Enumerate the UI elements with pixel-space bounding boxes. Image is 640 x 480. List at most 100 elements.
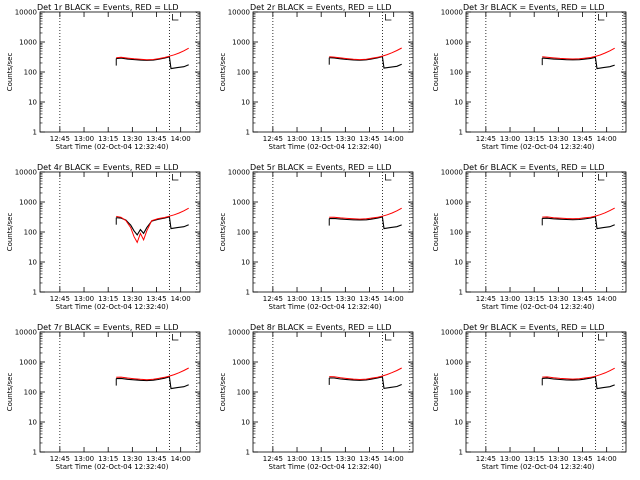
panel-title: Det 6r BLACK = Events, RED = LLD bbox=[463, 163, 605, 172]
x-tick-label: 13:15 bbox=[311, 295, 331, 303]
interval-bracket bbox=[171, 14, 179, 21]
y-tick-label: 1 bbox=[33, 449, 37, 457]
x-tick-label: 12:45 bbox=[476, 295, 496, 303]
x-tick-label: 13:15 bbox=[311, 455, 331, 463]
panel-2: Det 2r BLACK = Events, RED = LLD 1 10 100 10… bbox=[219, 3, 414, 151]
x-tick-label: 13:30 bbox=[122, 455, 142, 463]
panel-5: Det 5r BLACK = Events, RED = LLD 1 10 100 10… bbox=[219, 163, 414, 311]
x-tick-label: 13:15 bbox=[98, 135, 118, 143]
x-tick-label: 14:00 bbox=[171, 455, 191, 463]
plot-frame bbox=[465, 331, 627, 453]
x-axis-label: Start Time (02-Oct-04 12:32:40) bbox=[482, 143, 595, 151]
panel-8: Det 8r BLACK = Events, RED = LLD 1 10 100 10… bbox=[219, 323, 414, 471]
y-axis-label: Counts/sec bbox=[219, 213, 227, 252]
x-axis-label: Start Time (02-Oct-04 12:32:40) bbox=[269, 463, 382, 471]
interval-bracket bbox=[171, 334, 179, 341]
x-tick-label: 13:00 bbox=[74, 295, 94, 303]
panel-title: Det 7r BLACK = Events, RED = LLD bbox=[37, 323, 179, 332]
y-tick-label: 10000 bbox=[228, 329, 250, 337]
panel-4: Det 4r BLACK = Events, RED = LLD 1 10 100 10… bbox=[6, 163, 201, 311]
x-axis-label: Start Time (02-Oct-04 12:32:40) bbox=[56, 143, 169, 151]
x-tick-label: 13:30 bbox=[335, 455, 355, 463]
y-tick-label: 1000 bbox=[232, 199, 250, 207]
y-tick-label: 10 bbox=[454, 419, 463, 427]
panel-7: Det 7r BLACK = Events, RED = LLD 1 10 100 10… bbox=[6, 323, 201, 471]
x-tick-label: 13:15 bbox=[524, 295, 544, 303]
y-axis-label: Counts/sec bbox=[432, 213, 440, 252]
x-axis-label: Start Time (02-Oct-04 12:32:40) bbox=[56, 303, 169, 311]
x-tick-label: 13:00 bbox=[74, 455, 94, 463]
x-axis-label: Start Time (02-Oct-04 12:32:40) bbox=[482, 463, 595, 471]
x-tick-label: 13:00 bbox=[74, 135, 94, 143]
x-tick-label: 14:00 bbox=[384, 135, 404, 143]
y-tick-label: 100 bbox=[24, 389, 37, 397]
y-axis-label: Counts/sec bbox=[6, 373, 14, 412]
plot-frame bbox=[465, 11, 627, 133]
x-tick-label: 12:45 bbox=[50, 455, 70, 463]
y-tick-label: 1 bbox=[246, 289, 250, 297]
y-tick-label: 10000 bbox=[15, 329, 37, 337]
interval-bracket bbox=[597, 174, 605, 181]
y-axis-label: Counts/sec bbox=[6, 53, 14, 92]
y-tick-label: 10 bbox=[28, 419, 37, 427]
x-tick-label: 13:00 bbox=[500, 135, 520, 143]
y-tick-label: 10000 bbox=[228, 9, 250, 17]
series-line-events bbox=[116, 56, 189, 70]
y-tick-label: 1 bbox=[33, 289, 37, 297]
x-tick-label: 13:00 bbox=[287, 455, 307, 463]
series-line-lld bbox=[329, 207, 402, 220]
y-tick-label: 1 bbox=[459, 449, 463, 457]
panel-title: Det 9r BLACK = Events, RED = LLD bbox=[463, 323, 605, 332]
series-line-lld bbox=[329, 47, 402, 61]
plot-frame bbox=[39, 11, 201, 133]
x-tick-label: 13:45 bbox=[572, 135, 592, 143]
y-tick-label: 1000 bbox=[445, 199, 463, 207]
y-tick-label: 100 bbox=[450, 69, 463, 77]
interval-bracket bbox=[384, 334, 392, 341]
x-tick-label: 14:00 bbox=[597, 295, 617, 303]
x-axis-label: Start Time (02-Oct-04 12:32:40) bbox=[269, 143, 382, 151]
series-line-lld bbox=[542, 207, 615, 220]
y-tick-label: 100 bbox=[237, 229, 250, 237]
panel-title: Det 2r BLACK = Events, RED = LLD bbox=[250, 3, 392, 12]
y-tick-label: 1000 bbox=[445, 359, 463, 367]
y-tick-label: 10 bbox=[454, 99, 463, 107]
interval-bracket bbox=[171, 174, 179, 181]
x-tick-label: 13:15 bbox=[311, 135, 331, 143]
x-tick-label: 13:00 bbox=[500, 295, 520, 303]
y-tick-label: 1 bbox=[33, 129, 37, 137]
y-tick-label: 1000 bbox=[232, 39, 250, 47]
x-tick-label: 12:45 bbox=[476, 135, 496, 143]
y-tick-label: 10 bbox=[454, 259, 463, 267]
series-line-events bbox=[329, 55, 402, 69]
x-tick-label: 12:45 bbox=[263, 135, 283, 143]
y-tick-label: 1000 bbox=[19, 39, 37, 47]
x-tick-label: 13:00 bbox=[287, 135, 307, 143]
x-tick-label: 13:15 bbox=[98, 455, 118, 463]
series-line-events bbox=[329, 216, 402, 230]
x-tick-label: 13:45 bbox=[359, 295, 379, 303]
series-line-lld bbox=[329, 367, 402, 381]
panel-6: Det 6r BLACK = Events, RED = LLD 1 10 100 10… bbox=[432, 163, 627, 311]
y-tick-label: 10 bbox=[28, 259, 37, 267]
x-tick-label: 14:00 bbox=[597, 135, 617, 143]
x-tick-label: 14:00 bbox=[384, 295, 404, 303]
x-tick-label: 12:45 bbox=[50, 135, 70, 143]
y-tick-label: 10000 bbox=[228, 169, 250, 177]
y-axis-label: Counts/sec bbox=[432, 53, 440, 92]
y-tick-label: 10 bbox=[241, 99, 250, 107]
y-tick-label: 10000 bbox=[441, 9, 463, 17]
series-line-events bbox=[329, 376, 402, 390]
x-tick-label: 13:30 bbox=[335, 135, 355, 143]
panel-1: Det 1r BLACK = Events, RED = LLD 1 10 100 10… bbox=[6, 3, 201, 151]
series-line-events bbox=[542, 376, 615, 390]
y-axis-label: Counts/sec bbox=[219, 373, 227, 412]
y-axis-label: Counts/sec bbox=[432, 373, 440, 412]
x-axis-label: Start Time (02-Oct-04 12:32:40) bbox=[482, 303, 595, 311]
x-tick-label: 12:45 bbox=[263, 455, 283, 463]
series-line-events bbox=[542, 56, 615, 70]
x-tick-label: 13:00 bbox=[500, 455, 520, 463]
interval-bracket bbox=[597, 14, 605, 21]
x-tick-label: 13:45 bbox=[572, 455, 592, 463]
